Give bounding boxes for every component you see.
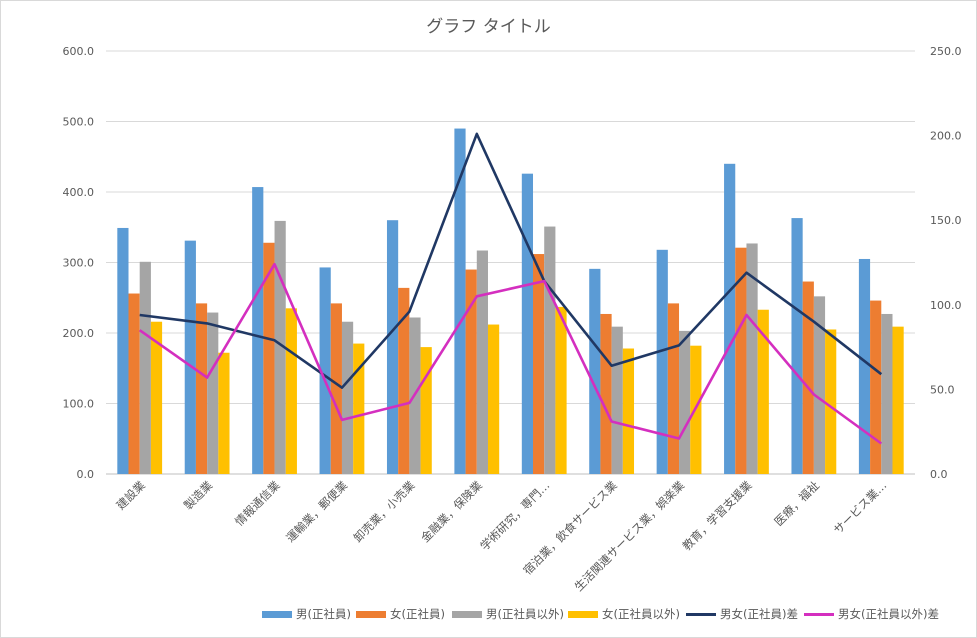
bar (274, 220, 286, 474)
y-tick-label: 200.0 (63, 327, 95, 340)
bar (735, 247, 747, 474)
bar (195, 303, 208, 474)
x-tick-label: 建設業 (114, 478, 149, 513)
x-tick-label: 教育，学習支援業 (680, 478, 755, 553)
bar (207, 312, 219, 474)
bar (285, 308, 297, 474)
legend-item: 男(正社員) (262, 606, 351, 622)
legend-label: 男女(正社員以外)差 (838, 607, 939, 621)
bar (892, 326, 904, 474)
bar (476, 250, 488, 474)
legend-item: 男女(正社員以外)差 (804, 606, 939, 622)
bar (184, 240, 196, 474)
bar (611, 326, 623, 474)
bar (319, 267, 331, 474)
bar (622, 348, 635, 474)
bar (263, 242, 275, 474)
bar (656, 249, 668, 474)
y-tick-label: 400.0 (63, 186, 95, 199)
gridlines (106, 50, 915, 475)
bar (555, 306, 567, 474)
legend-swatch (568, 610, 598, 618)
line-series (138, 132, 883, 445)
bar (746, 243, 758, 474)
legend: 男(正社員) 女(正社員) 男(正社員以外) 女(正社員以外) 男女(正社員)差 男女(正… (0, 606, 977, 628)
x-tick-label: 運輸業，郵便業 (283, 478, 350, 545)
bar (802, 281, 814, 474)
bar (679, 330, 691, 474)
x-tick-label: 情報通信業 (232, 478, 283, 529)
bar (353, 343, 365, 474)
bar (791, 218, 803, 474)
y2-tick-label: 100.0 (930, 299, 962, 312)
x-tick-label: サービス業… (831, 478, 890, 537)
bar (420, 347, 432, 474)
legend-item: 女(正社員) (356, 606, 445, 622)
x-tick-label: 医療，福祉 (771, 478, 822, 529)
y-axis-left: 0.0 100.0 200.0 300.0 400.0 500.0 600.0 (63, 45, 95, 481)
y2-tick-label: 200.0 (930, 130, 962, 143)
legend-label: 男(正社員以外) (486, 607, 564, 621)
legend-item: 男(正社員以外) (452, 606, 564, 622)
bar (757, 309, 769, 474)
y-tick-label: 0.0 (77, 468, 95, 481)
legend-label: 女(正社員以外) (602, 607, 680, 621)
bar (330, 303, 342, 474)
y-tick-label: 500.0 (63, 116, 95, 129)
bar (881, 313, 893, 474)
x-tick-label: 製造業 (181, 478, 216, 513)
x-tick-label: 金融業，保険業 (418, 478, 485, 545)
legend-swatch (452, 610, 482, 618)
bar (521, 173, 534, 475)
bar (600, 313, 612, 474)
y2-tick-label: 0.0 (930, 468, 948, 481)
legend-swatch (356, 610, 386, 618)
bar (128, 293, 140, 474)
bar (398, 287, 410, 474)
legend-label: 男女(正社員)差 (720, 607, 798, 621)
bar (487, 324, 500, 474)
bar (533, 254, 545, 474)
bar (724, 163, 736, 475)
series-line (138, 262, 883, 445)
bar (150, 321, 163, 474)
bar (454, 128, 466, 475)
y-axis-right: 0.0 50.0 100.0 150.0 200.0 250.0 (930, 45, 962, 481)
bar (544, 226, 556, 474)
x-tick-label: 生活関連サービス業，娯楽業 (572, 478, 688, 594)
bar (341, 321, 354, 474)
y-tick-label: 100.0 (63, 398, 95, 411)
bar (386, 220, 399, 474)
legend-swatch (262, 610, 292, 618)
y-tick-label: 300.0 (63, 257, 95, 270)
legend-item: 女(正社員以外) (568, 606, 680, 622)
legend-swatch (686, 612, 716, 616)
bar (117, 227, 129, 474)
x-tick-label: 卸売業，小売業 (351, 478, 418, 545)
bar (139, 261, 151, 474)
series-line (139, 132, 883, 390)
legend-item: 男女(正社員)差 (686, 606, 798, 622)
legend-swatch (804, 612, 834, 616)
legend-label: 男(正社員) (296, 607, 351, 621)
bar (870, 300, 882, 474)
x-tick-label: 学術研究，専門… (477, 478, 552, 553)
y2-tick-label: 250.0 (930, 45, 962, 58)
legend-label: 女(正社員) (390, 607, 445, 621)
y2-tick-label: 150.0 (930, 214, 962, 227)
bar (252, 187, 264, 474)
y-tick-label: 600.0 (63, 45, 95, 58)
bar (825, 329, 837, 474)
x-axis: 建設業 製造業 情報通信業 運輸業，郵便業 卸売業，小売業 金融業，保険業学術研究，専門…… (114, 478, 890, 594)
y2-tick-label: 50.0 (930, 383, 955, 396)
bar (589, 268, 601, 474)
bar (858, 258, 871, 474)
bar (667, 303, 680, 474)
bar (813, 296, 826, 474)
chart-title: グラフ タイトル (426, 17, 551, 37)
bar (465, 269, 477, 474)
bar (218, 352, 230, 474)
